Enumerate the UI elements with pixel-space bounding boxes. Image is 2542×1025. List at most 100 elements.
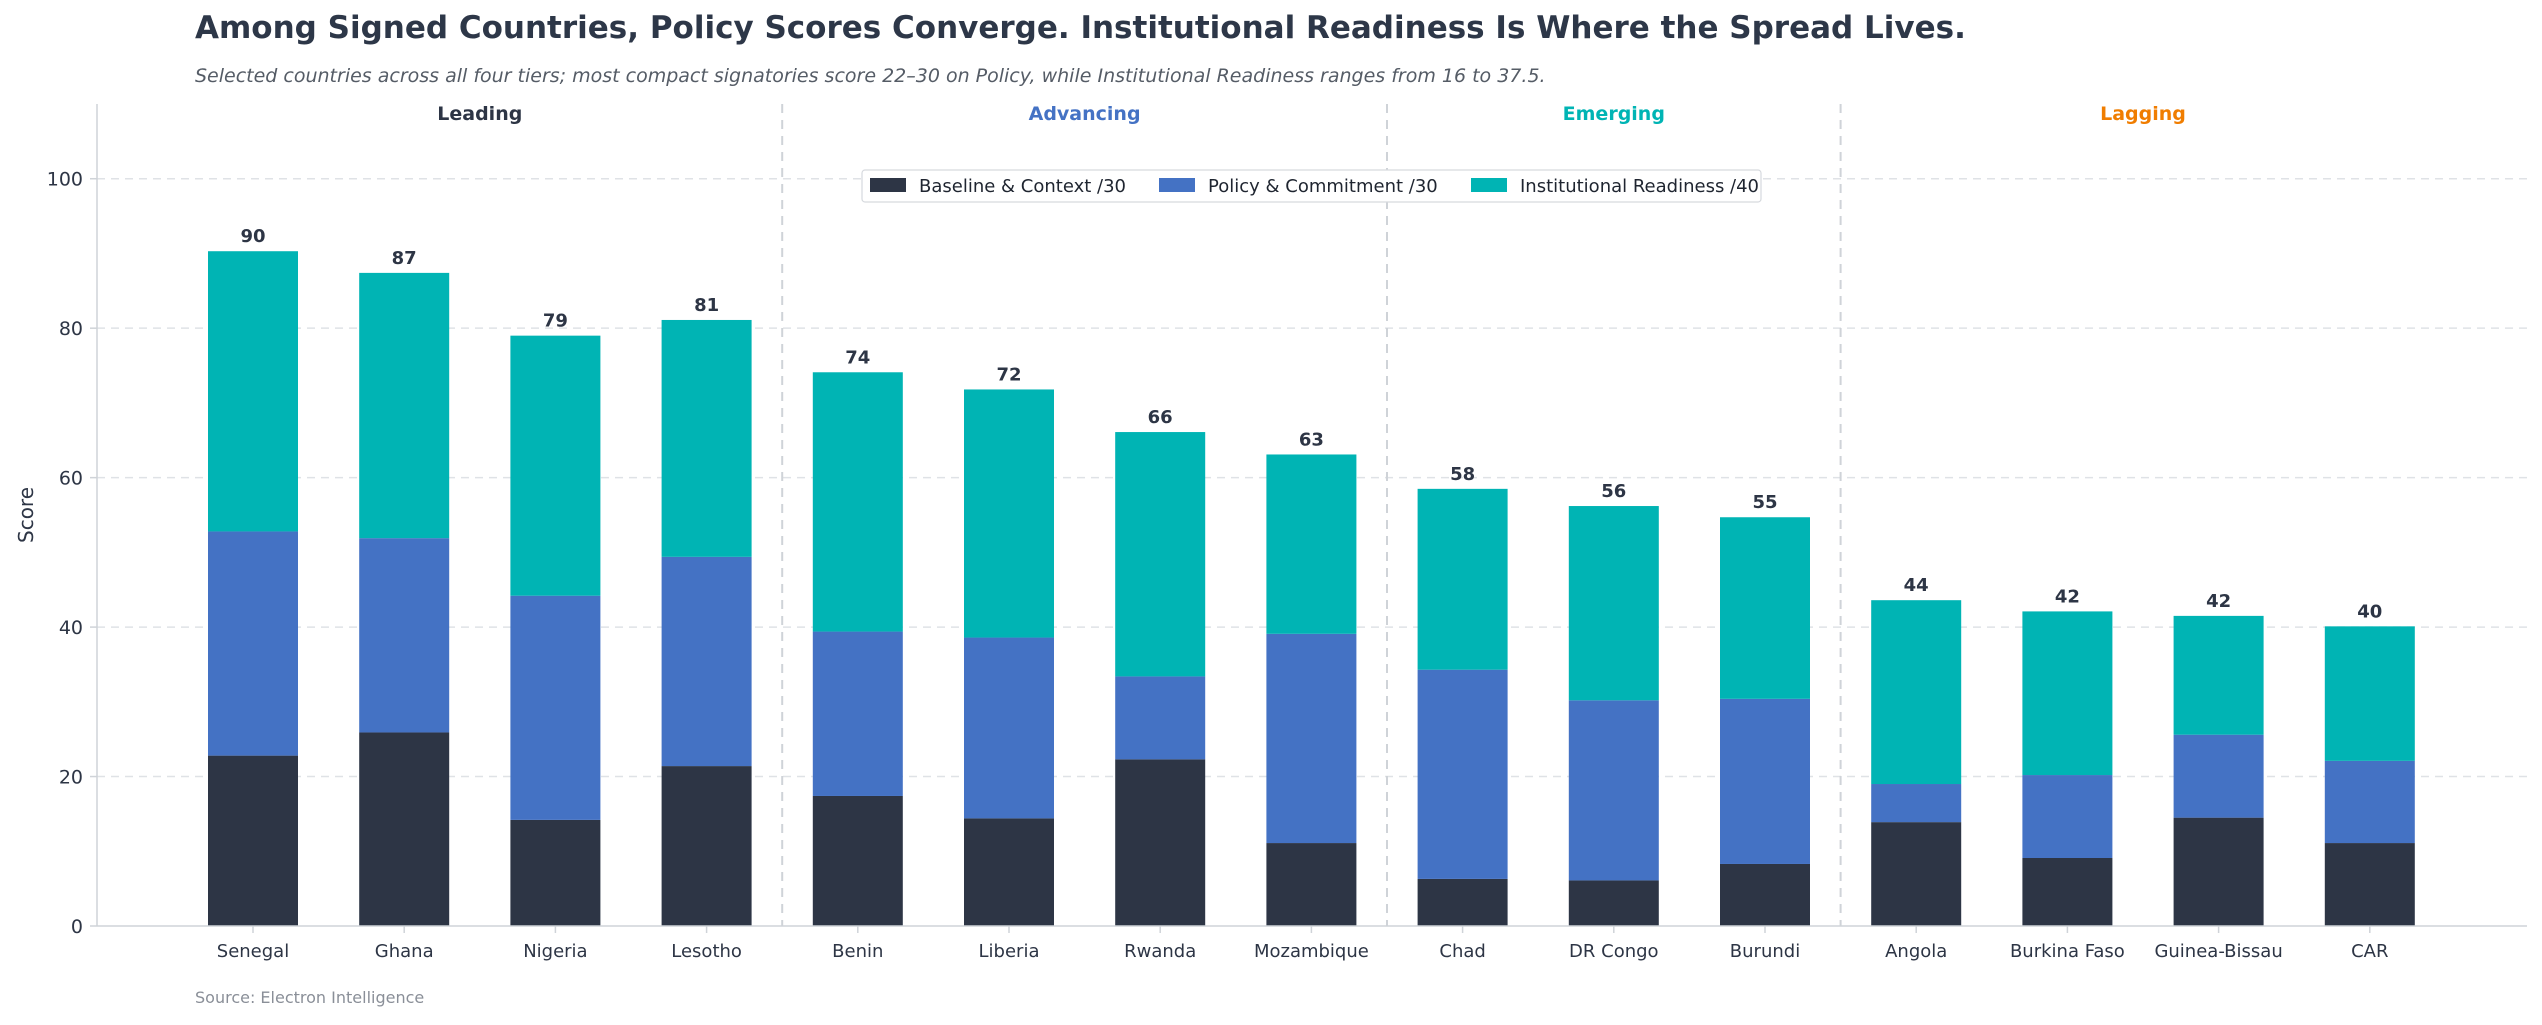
total-label: 63 bbox=[1299, 429, 1324, 450]
x-tick-label: Lesotho bbox=[671, 941, 742, 962]
x-tick-label: CAR bbox=[2351, 941, 2388, 962]
bar-segment-lesotho-s2 bbox=[661, 319, 752, 557]
bar-segment-chad-s0 bbox=[1417, 878, 1508, 926]
legend-swatch bbox=[870, 178, 906, 192]
y-tick-label: 0 bbox=[71, 916, 83, 938]
x-tick-label: Mozambique bbox=[1254, 941, 1369, 962]
y-tick-label: 20 bbox=[59, 767, 83, 789]
bar-segment-liberia-s1 bbox=[964, 637, 1054, 819]
labels: 0 20 40 60 80 100 Leading Advancing Emerging Lagg… bbox=[47, 103, 2389, 962]
legend: Baseline & Context /30 Policy & Commitmen… bbox=[861, 169, 1762, 203]
bar-segment-angola-s2 bbox=[1871, 600, 1962, 785]
bar-segment-burkina-faso-s0 bbox=[2022, 857, 2113, 926]
y-tick-label: 80 bbox=[59, 318, 83, 340]
bar-segment-mozambique-s2 bbox=[1266, 454, 1357, 634]
legend-entry: Policy & Commitment /30 bbox=[1208, 176, 1438, 197]
x-tick-label: Benin bbox=[832, 941, 883, 962]
bar-segment-guinea-bissau-s1 bbox=[2173, 734, 2264, 818]
bar-segment-nigeria-s1 bbox=[510, 595, 601, 820]
total-label: 56 bbox=[1601, 481, 1626, 502]
bar-segment-benin-s0 bbox=[812, 795, 903, 926]
bar-segment-rwanda-s0 bbox=[1115, 759, 1206, 926]
y-tick-label: 60 bbox=[59, 468, 83, 490]
bar-segment-dr-congo-s0 bbox=[1568, 880, 1659, 926]
bar-segment-liberia-s0 bbox=[964, 818, 1054, 926]
x-tick-label: Nigeria bbox=[523, 941, 587, 962]
legend-swatch bbox=[1471, 178, 1507, 192]
bar-segment-burkina-faso-s1 bbox=[2022, 775, 2113, 858]
bar-segment-dr-congo-s1 bbox=[1568, 700, 1659, 881]
tier-label-lagging: Lagging bbox=[2100, 103, 2186, 125]
bar-segment-ghana-s1 bbox=[359, 538, 450, 733]
x-tick-label: Guinea-Bissau bbox=[2154, 941, 2282, 962]
x-tick-label: Angola bbox=[1885, 941, 1947, 962]
tier-label-leading: Leading bbox=[437, 103, 522, 125]
x-tick-label: Senegal bbox=[217, 941, 289, 962]
bar-segment-burundi-s2 bbox=[1720, 517, 1810, 699]
legend-entry: Institutional Readiness /40 bbox=[1520, 176, 1759, 197]
legend-swatch bbox=[1159, 178, 1195, 192]
total-label: 44 bbox=[1904, 575, 1929, 596]
bar-segment-ghana-s2 bbox=[359, 272, 450, 539]
bar-segment-angola-s0 bbox=[1871, 822, 1962, 926]
total-label: 72 bbox=[996, 364, 1021, 385]
bar-segment-rwanda-s1 bbox=[1115, 676, 1206, 760]
gridlines bbox=[90, 177, 2527, 927]
bar-segment-car-s2 bbox=[2324, 626, 2415, 761]
bar-segment-benin-s1 bbox=[812, 631, 903, 796]
x-tick-label: Burkina Faso bbox=[2010, 941, 2125, 962]
bar-segment-car-s0 bbox=[2324, 843, 2415, 926]
bar-segment-burundi-s1 bbox=[1720, 698, 1810, 864]
total-label: 58 bbox=[1450, 464, 1475, 485]
tier-label-emerging: Emerging bbox=[1563, 103, 1665, 125]
x-tick-label: Burundi bbox=[1730, 941, 1800, 962]
legend-box bbox=[861, 169, 1762, 203]
x-tick-label: Chad bbox=[1439, 941, 1485, 962]
total-label: 79 bbox=[543, 311, 568, 332]
bar-segment-ghana-s0 bbox=[359, 732, 450, 926]
tier-dividers bbox=[781, 104, 1842, 926]
total-label: 55 bbox=[1752, 492, 1777, 513]
bars bbox=[208, 251, 2415, 926]
total-label: 42 bbox=[2206, 591, 2231, 612]
legend-entry: Baseline & Context /30 bbox=[919, 176, 1126, 197]
x-tick-label: Ghana bbox=[375, 941, 434, 962]
bar-segment-senegal-s0 bbox=[208, 755, 298, 926]
y-axis-title: Score bbox=[14, 487, 38, 543]
bar-segment-senegal-s1 bbox=[208, 531, 298, 756]
bar-segment-car-s1 bbox=[2324, 760, 2415, 844]
bar-segment-rwanda-s2 bbox=[1115, 432, 1206, 677]
bar-segment-dr-congo-s2 bbox=[1568, 506, 1659, 701]
axes: Score bbox=[14, 104, 2527, 927]
total-label: 40 bbox=[2357, 601, 2382, 622]
bar-segment-nigeria-s2 bbox=[510, 335, 601, 596]
bar-segment-chad-s1 bbox=[1417, 669, 1508, 879]
total-label: 66 bbox=[1148, 407, 1173, 428]
bar-segment-guinea-bissau-s0 bbox=[2173, 817, 2264, 926]
tier-label-advancing: Advancing bbox=[1029, 103, 1141, 125]
bar-segment-burundi-s0 bbox=[1720, 863, 1810, 926]
bar-segment-liberia-s2 bbox=[964, 389, 1054, 638]
bar-segment-burkina-faso-s2 bbox=[2022, 611, 2113, 776]
bar-segment-senegal-s2 bbox=[208, 251, 298, 532]
chart-title: Among Signed Countries, Policy Scores Co… bbox=[195, 10, 1966, 46]
bar-segment-lesotho-s0 bbox=[661, 766, 752, 926]
chart-subtitle: Selected countries across all four tiers… bbox=[195, 65, 1546, 87]
y-tick-label: 100 bbox=[47, 169, 83, 191]
x-tick-label: DR Congo bbox=[1569, 941, 1659, 962]
bar-segment-chad-s2 bbox=[1417, 488, 1508, 670]
x-tick-label: Rwanda bbox=[1124, 941, 1196, 962]
bar-segment-benin-s2 bbox=[812, 372, 903, 632]
bar-segment-mozambique-s0 bbox=[1266, 843, 1357, 926]
total-label: 74 bbox=[845, 347, 870, 368]
bar-segment-angola-s1 bbox=[1871, 784, 1962, 823]
x-tick-label: Liberia bbox=[979, 941, 1040, 962]
y-tick-label: 40 bbox=[59, 617, 83, 639]
total-label: 87 bbox=[392, 248, 417, 269]
bar-segment-mozambique-s1 bbox=[1266, 633, 1357, 844]
bar-segment-guinea-bissau-s2 bbox=[2173, 615, 2264, 735]
total-label: 42 bbox=[2055, 586, 2080, 607]
bar-segment-lesotho-s1 bbox=[661, 556, 752, 767]
source-note: Source: Electron Intelligence bbox=[195, 988, 425, 1007]
